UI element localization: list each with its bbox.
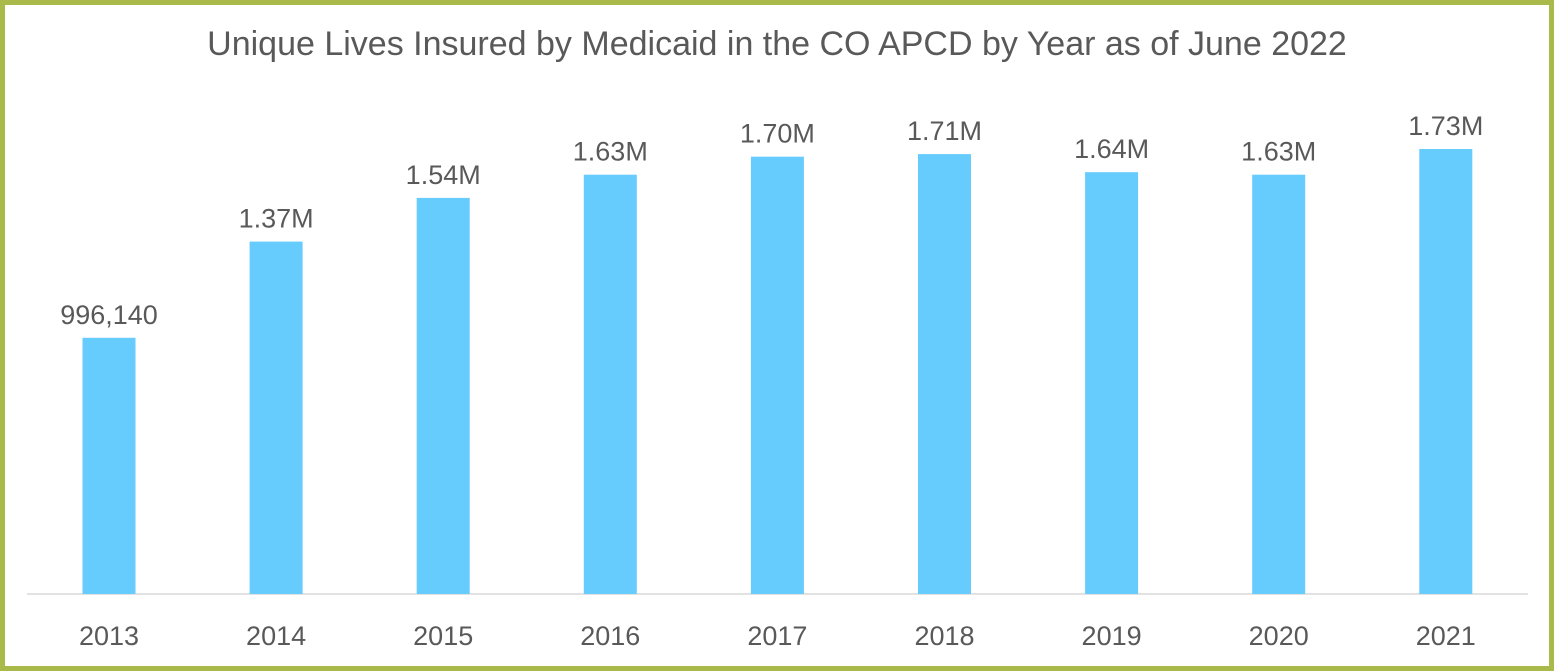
x-tick-label-2013: 2013 [79, 621, 139, 651]
data-label-2018: 1.71M [907, 116, 982, 146]
x-tick-label-2021: 2021 [1416, 621, 1476, 651]
bar-2017 [750, 156, 804, 594]
chart-title: Unique Lives Insured by Medicaid in the … [207, 25, 1347, 63]
x-tick-label-2018: 2018 [914, 621, 974, 651]
data-label-2020: 1.63M [1241, 137, 1316, 167]
bar-2015 [416, 197, 470, 594]
x-tick-label-2015: 2015 [413, 621, 473, 651]
x-tick-label-2016: 2016 [580, 621, 640, 651]
x-tick-label-2017: 2017 [747, 621, 807, 651]
bar-2013 [82, 337, 136, 594]
x-tick-label-2019: 2019 [1082, 621, 1142, 651]
bar-2016 [583, 174, 637, 594]
data-label-2015: 1.54M [406, 160, 481, 190]
data-label-2016: 1.63M [573, 137, 648, 167]
bar-2021 [1419, 149, 1473, 594]
data-label-2021: 1.73M [1408, 111, 1483, 141]
bar-2019 [1085, 172, 1139, 594]
data-label-2013: 996,140 [60, 300, 158, 330]
data-label-2019: 1.64M [1074, 134, 1149, 164]
data-label-2017: 1.70M [740, 119, 815, 149]
x-tick-label-2020: 2020 [1249, 621, 1309, 651]
x-tick-label-2014: 2014 [246, 621, 306, 651]
data-label-2014: 1.37M [239, 204, 314, 234]
bar-2018 [918, 154, 971, 594]
bar-2020 [1252, 174, 1306, 594]
bar-2014 [249, 241, 303, 594]
